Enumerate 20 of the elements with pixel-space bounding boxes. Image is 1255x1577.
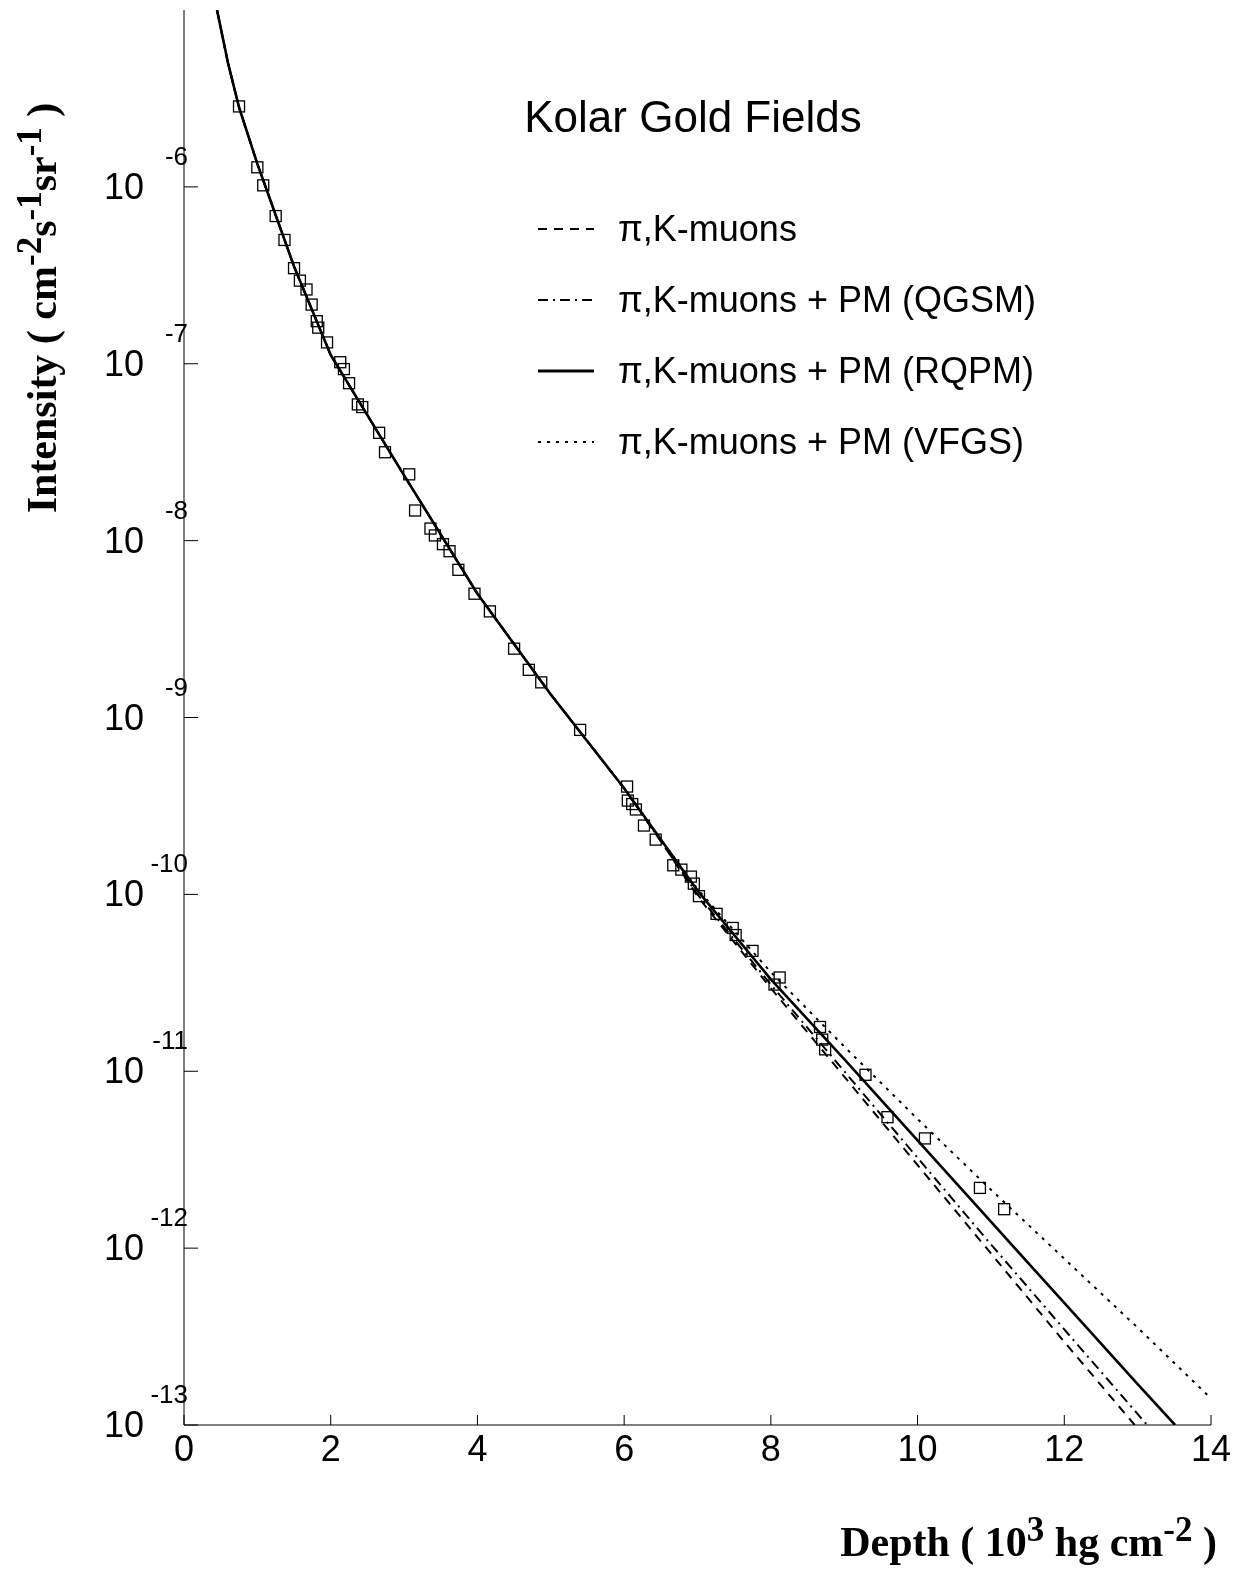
text: Kolar Gold Fields	[523, 92, 863, 142]
y-tick-label: 10-6	[103, 140, 188, 207]
y-tick-label: 10-12	[103, 1202, 188, 1269]
legend-label: π,K-muons + PM (RQPM)	[618, 349, 1034, 392]
y-tick-label: 10-11	[103, 1025, 188, 1092]
x-tick-label: 2	[320, 1427, 341, 1469]
x-axis-title: Depth ( 10$^{3}$ hg cm$^{-2}$ )	[840, 1510, 1217, 1566]
y-tick-label: 10-8	[103, 494, 188, 561]
x-tick-label: 12	[1044, 1427, 1085, 1469]
legend-label: π,K-muons	[618, 207, 797, 250]
x-tick-label: 6	[614, 1427, 635, 1469]
legend-label: π,K-muons + PM (VFGS)	[618, 420, 1024, 463]
y-tick-label: 10-10	[103, 848, 188, 915]
legend-label: π,K-muons + PM (QGSM)	[618, 278, 1036, 321]
x-tick-label: 8	[760, 1427, 781, 1469]
x-tick-label: 10	[897, 1427, 938, 1469]
x-tick-label: 4	[467, 1427, 488, 1469]
x-tick-label: 14	[1190, 1427, 1232, 1469]
y-tick-label: 10-9	[103, 671, 188, 738]
y-tick-label: 10-7	[103, 317, 188, 384]
